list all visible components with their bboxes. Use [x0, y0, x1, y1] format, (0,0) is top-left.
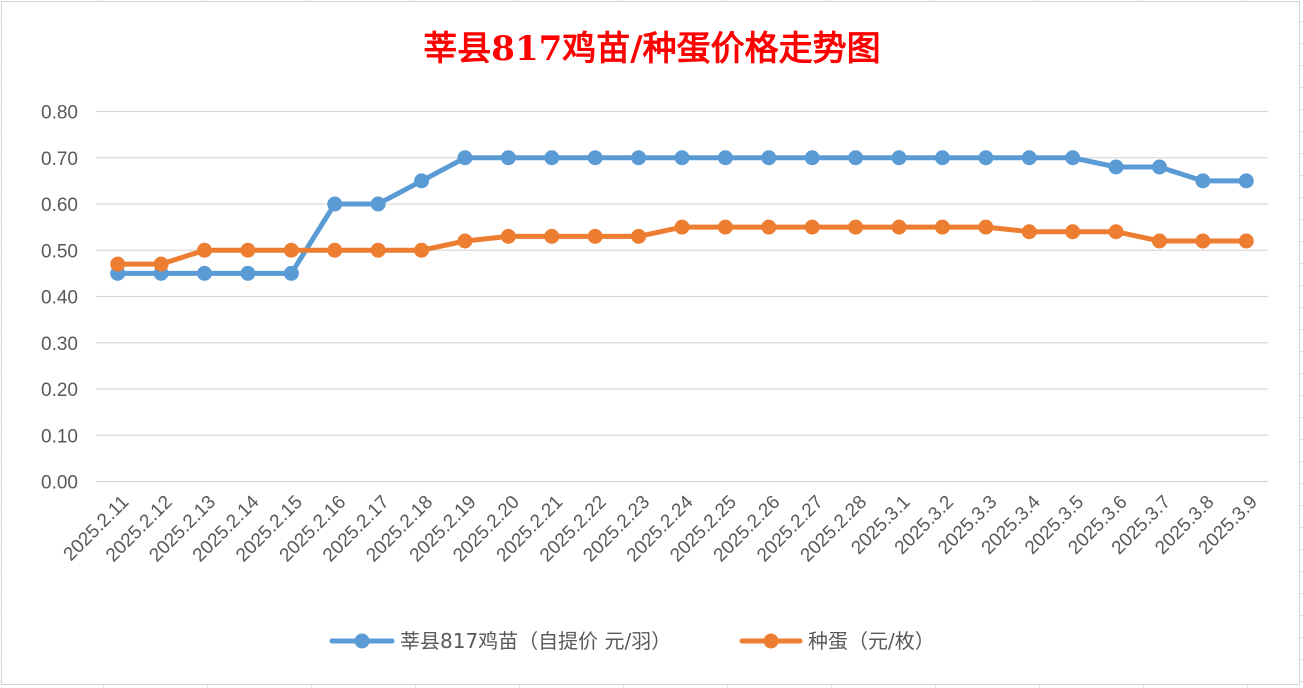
y-tick-label: 0.30: [41, 334, 78, 355]
data-point: [240, 242, 256, 258]
data-point: [414, 173, 430, 189]
y-tick-label: 0.60: [41, 195, 78, 216]
x-axis-ticks: 2025.2.112025.2.122025.2.132025.2.142025…: [60, 491, 1262, 566]
data-point: [283, 242, 299, 258]
y-axis-ticks: 0.00 0.10 0.20 0.30 0.40 0.50 0.60 0.70 0.80: [41, 103, 78, 494]
data-point: [1238, 233, 1254, 249]
data-point: [327, 196, 343, 212]
legend-label: 莘县817鸡苗（自提价 元/羽）: [400, 629, 671, 653]
data-point: [717, 219, 733, 235]
y-tick-label: 0.20: [41, 380, 78, 401]
data-point: [934, 219, 950, 235]
gridlines: [96, 110, 1268, 483]
data-point: [1151, 159, 1167, 175]
data-point: [891, 150, 907, 166]
data-point: [1195, 173, 1211, 189]
series-2: [110, 219, 1254, 272]
data-point: [457, 233, 473, 249]
data-point: [457, 150, 473, 166]
data-point: [1195, 233, 1211, 249]
data-point: [804, 219, 820, 235]
data-point: [1021, 150, 1037, 166]
data-point: [674, 150, 690, 166]
data-point: [1151, 233, 1167, 249]
legend-label: 种蛋（元/枚）: [808, 629, 935, 653]
y-tick-label: 0.80: [41, 103, 78, 124]
data-point: [978, 219, 994, 235]
data-point: [544, 228, 560, 244]
data-point: [414, 242, 430, 258]
data-point: [327, 242, 343, 258]
data-point: [153, 256, 169, 272]
legend-entry[interactable]: 莘县817鸡苗（自提价 元/羽）: [329, 629, 671, 653]
y-tick-label: 0.00: [41, 473, 78, 494]
data-point: [761, 219, 777, 235]
data-point: [1108, 159, 1124, 175]
legend-marker: [763, 633, 779, 649]
data-point: [891, 219, 907, 235]
data-point: [717, 150, 733, 166]
series-group: [110, 150, 1254, 281]
data-point: [1108, 224, 1124, 240]
data-point: [197, 265, 213, 281]
legend[interactable]: 莘县817鸡苗（自提价 元/羽） 种蛋（元/枚）: [329, 629, 935, 653]
data-point: [587, 228, 603, 244]
data-point: [1238, 173, 1254, 189]
data-point: [370, 196, 386, 212]
series-1: [110, 150, 1254, 281]
data-point: [1021, 224, 1037, 240]
data-point: [110, 256, 126, 272]
y-tick-label: 0.40: [41, 288, 78, 309]
y-tick-label: 0.50: [41, 241, 78, 262]
data-point: [978, 150, 994, 166]
data-point: [761, 150, 777, 166]
data-point: [500, 150, 516, 166]
data-point: [283, 265, 299, 281]
data-point: [631, 228, 647, 244]
data-point: [848, 150, 864, 166]
data-point: [631, 150, 647, 166]
legend-entry[interactable]: 种蛋（元/枚）: [739, 629, 935, 653]
data-point: [197, 242, 213, 258]
data-point: [544, 150, 560, 166]
data-point: [370, 242, 386, 258]
data-point: [500, 228, 516, 244]
y-tick-label: 0.70: [41, 149, 78, 170]
data-point: [674, 219, 690, 235]
data-point: [804, 150, 820, 166]
y-tick-label: 0.10: [41, 426, 78, 447]
data-point: [934, 150, 950, 166]
data-point: [848, 219, 864, 235]
chart-title: 莘县817鸡苗/种蛋价格走势图: [423, 29, 880, 69]
data-point: [1065, 224, 1081, 240]
legend-marker: [354, 633, 370, 649]
data-point: [1065, 150, 1081, 166]
data-point: [240, 265, 256, 281]
data-point: [587, 150, 603, 166]
